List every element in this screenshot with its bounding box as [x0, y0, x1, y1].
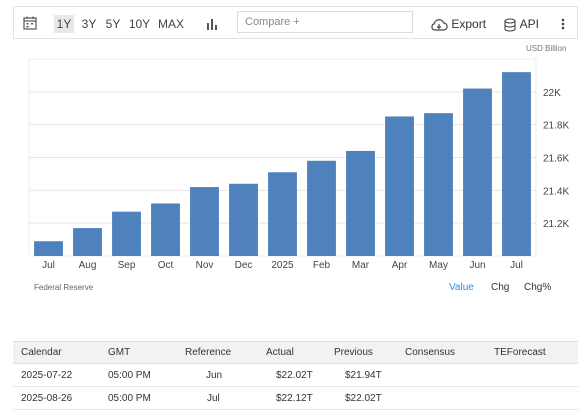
- range-3y-button[interactable]: 3Y: [81, 17, 97, 31]
- bar[interactable]: [34, 241, 63, 256]
- x-tick-label: Jun: [469, 260, 485, 271]
- y-tick-label: 21.2K: [543, 219, 569, 230]
- export-button[interactable]: Export: [430, 15, 486, 33]
- y-tick-label: 21.8K: [543, 121, 569, 132]
- range-10y-button[interactable]: 10Y: [128, 17, 151, 31]
- x-tick-label: Sep: [118, 260, 136, 271]
- cloud-download-icon: [431, 18, 448, 31]
- export-label: Export: [451, 17, 487, 31]
- cell-previous: $22.02T: [345, 392, 382, 404]
- header-calendar: Calendar: [21, 347, 62, 358]
- database-icon: [504, 18, 516, 32]
- view-tab-chg-pct[interactable]: Chg%: [524, 282, 552, 293]
- cell-gmt: 05:00 PM: [108, 369, 151, 381]
- bar[interactable]: [112, 211, 141, 256]
- x-tick-label: May: [429, 260, 448, 271]
- bar[interactable]: [307, 160, 336, 256]
- table-row: 2025-08-26 05:00 PM Jul $22.12T $22.02T: [13, 387, 578, 410]
- bar[interactable]: [190, 187, 219, 256]
- source-label: Federal Reserve: [34, 283, 94, 292]
- bar[interactable]: [268, 172, 297, 256]
- cell-actual: $22.02T: [276, 369, 313, 381]
- x-tick-label: Aug: [79, 260, 97, 271]
- y-tick-label: 21.4K: [543, 186, 569, 197]
- cell-previous: $21.94T: [345, 369, 382, 381]
- api-button[interactable]: API: [503, 15, 539, 33]
- header-teforecast: TEForecast: [494, 347, 546, 358]
- x-tick-label: Nov: [196, 260, 214, 271]
- x-tick-label: Apr: [392, 260, 408, 271]
- table-header: Calendar GMT Reference Actual Previous C…: [13, 341, 578, 364]
- y-tick-label: 22K: [543, 88, 561, 99]
- bar-chart-icon[interactable]: [206, 17, 220, 31]
- x-tick-label: Jul: [510, 260, 523, 271]
- bar[interactable]: [73, 228, 102, 256]
- cell-gmt: 05:00 PM: [108, 392, 151, 404]
- api-label: API: [519, 17, 540, 31]
- range-max-button[interactable]: MAX: [157, 17, 184, 31]
- table-row: 2025-07-22 05:00 PM Jun $22.02T $21.94T: [13, 364, 578, 387]
- bar[interactable]: [346, 150, 375, 256]
- x-tick-label: 2025: [271, 260, 294, 271]
- x-tick-label: Jul: [42, 260, 55, 271]
- x-tick-label: Dec: [235, 260, 253, 271]
- bar[interactable]: [463, 88, 492, 256]
- bar[interactable]: [502, 72, 531, 256]
- view-tab-chg[interactable]: Chg: [491, 282, 510, 293]
- header-reference: Reference: [185, 347, 232, 358]
- chart-toolbar: 1Y 3Y 5Y 10Y MAX Compare + Export API: [13, 6, 578, 39]
- cell-actual: $22.12T: [276, 392, 313, 404]
- header-actual: Actual: [266, 347, 294, 358]
- range-1y-button[interactable]: 1Y: [54, 15, 74, 33]
- header-consensus: Consensus: [405, 347, 456, 358]
- bar-chart: 21.2K 21.4K 21.6K 21.8K 22K Jul Aug Sep Oct Nov De…: [28, 58, 569, 271]
- cell-date: 2025-08-26: [21, 392, 73, 404]
- unit-label: USD Billion: [526, 44, 567, 53]
- header-gmt: GMT: [108, 347, 131, 358]
- bar[interactable]: [385, 116, 414, 256]
- range-5y-button[interactable]: 5Y: [105, 17, 121, 31]
- bar[interactable]: [151, 203, 180, 256]
- y-tick-label: 21.6K: [543, 154, 569, 165]
- view-tab-value[interactable]: Value: [449, 282, 474, 293]
- vertical-dots-icon[interactable]: [559, 15, 567, 33]
- bar[interactable]: [424, 113, 453, 256]
- compare-input[interactable]: Compare +: [237, 11, 413, 33]
- cell-reference: Jun: [206, 369, 223, 381]
- x-tick-label: Mar: [352, 260, 370, 271]
- x-tick-label: Feb: [313, 260, 331, 271]
- cell-reference: Jul: [207, 392, 220, 404]
- cell-date: 2025-07-22: [21, 369, 73, 381]
- bar[interactable]: [229, 183, 258, 256]
- calendar-table: Calendar GMT Reference Actual Previous C…: [13, 341, 578, 410]
- calendar-icon[interactable]: [22, 15, 38, 31]
- x-tick-label: Oct: [158, 260, 174, 271]
- header-previous: Previous: [334, 347, 373, 358]
